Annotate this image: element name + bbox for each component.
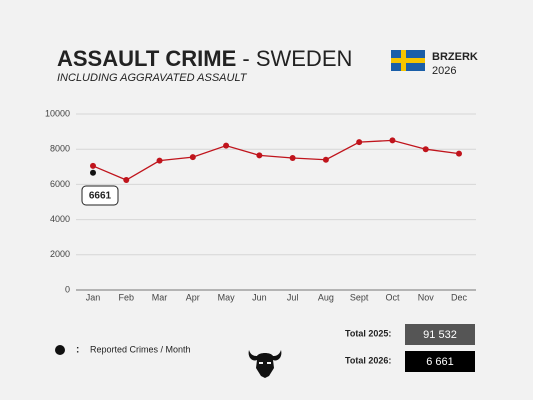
total-label: Total 2026: (345, 355, 391, 365)
data-point (189, 154, 196, 161)
flag-cross (391, 58, 425, 63)
data-point (90, 162, 96, 169)
x-tick-label: May (218, 292, 236, 302)
y-tick-label: 0 (65, 284, 70, 294)
y-tick-label: 6000 (50, 179, 70, 189)
x-tick-label: Feb (119, 292, 135, 302)
total-value: 6 661 (426, 356, 454, 368)
data-point (322, 156, 329, 163)
x-tick-label: Jan (86, 292, 101, 302)
chart-title: ASSAULT CRIME - SWEDEN (57, 46, 352, 71)
y-tick-label: 10000 (45, 108, 70, 118)
x-tick-label: Apr (186, 292, 200, 302)
legend-separator: : (76, 345, 79, 356)
y-tick-label: 8000 (50, 144, 70, 154)
x-tick-label: Aug (318, 292, 334, 302)
brand: BRZERK (432, 51, 478, 63)
x-tick-label: Dec (451, 292, 468, 302)
total-value: 91 532 (423, 329, 457, 341)
data-point (256, 152, 263, 159)
data-point (156, 157, 163, 164)
x-tick-label: Jun (252, 292, 267, 302)
title-suffix: - SWEDEN (236, 46, 352, 71)
x-tick-label: Nov (418, 292, 435, 302)
total-box (405, 324, 475, 345)
logo-eye (259, 362, 263, 364)
brand-year: 2026 (432, 65, 456, 77)
data-point (90, 169, 96, 176)
x-tick-label: Mar (152, 292, 168, 302)
total-label: Total 2025: (345, 328, 391, 338)
x-tick-label: Jul (287, 292, 299, 302)
x-tick-label: Sept (350, 292, 369, 302)
flag (391, 50, 425, 71)
total-box (405, 351, 475, 372)
x-tick-label: Oct (385, 292, 400, 302)
data-point (356, 139, 363, 146)
logo (248, 350, 282, 378)
data-point (223, 142, 230, 149)
title-main: ASSAULT CRIME (57, 46, 236, 71)
series-line (92, 139, 460, 181)
data-point (123, 177, 130, 183)
logo-helmet (248, 350, 282, 378)
subtitle: INCLUDING AGGRAVATED ASSAULT (57, 72, 248, 84)
legend-marker (55, 345, 65, 355)
data-point (422, 146, 429, 153)
logo-eye (267, 362, 271, 364)
y-tick-label: 2000 (50, 249, 70, 259)
callout-box (81, 185, 119, 206)
legend-label: Reported Crimes / Month (90, 344, 191, 354)
callout-label: 6661 (89, 191, 112, 202)
data-point (389, 137, 396, 144)
y-tick-label: 4000 (50, 214, 70, 224)
data-point (289, 155, 296, 161)
data-point (456, 150, 462, 157)
